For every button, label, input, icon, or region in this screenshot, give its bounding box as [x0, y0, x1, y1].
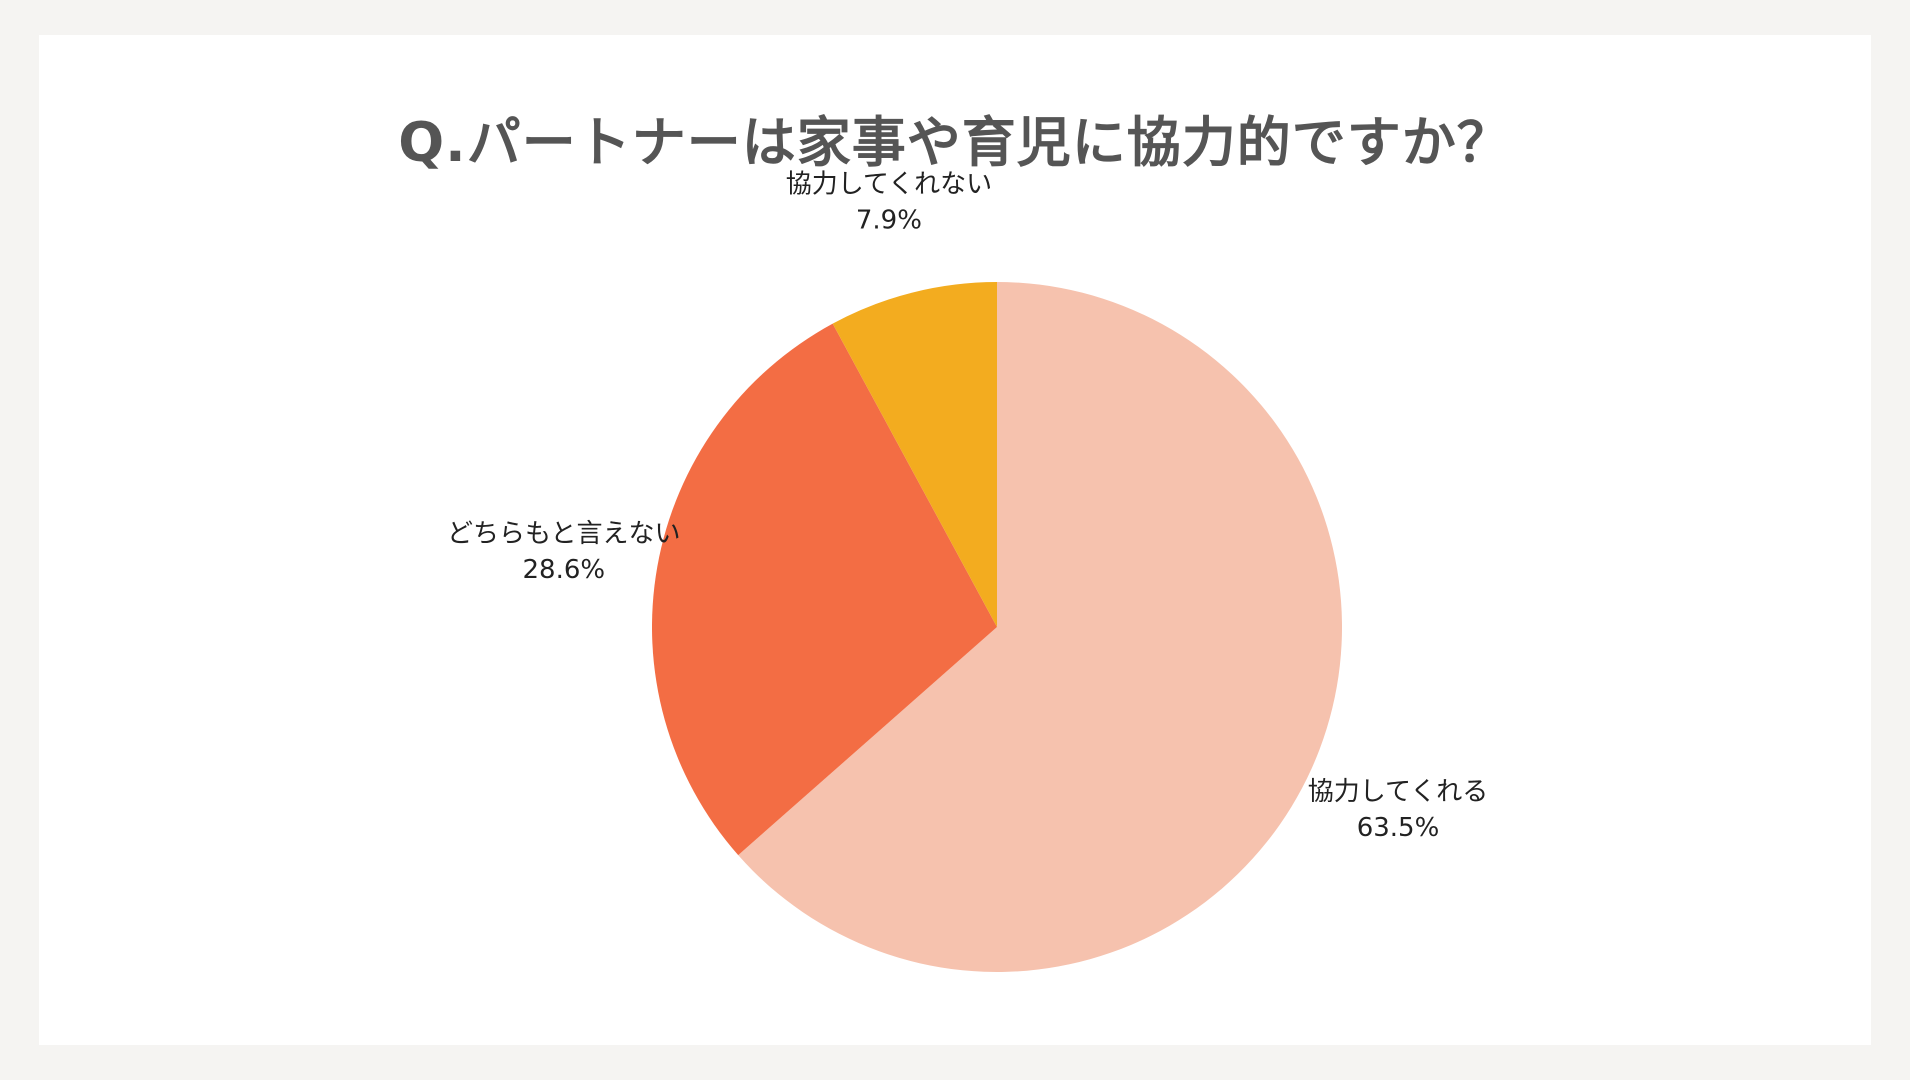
pie-labels: 協力してくれる 63.5% どちらもと言えない 28.6% 協力してくれない 7.9% [447, 169, 1488, 843]
slice-label-0: 協力してくれる [1308, 777, 1488, 807]
pie-slice-1 [652, 323, 997, 856]
slice-label-2: 協力してくれない [786, 169, 992, 199]
pie-slice-2 [832, 282, 997, 627]
pie-slice-0 [738, 282, 1342, 973]
slice-value-label-0: 63.5% [1357, 813, 1440, 843]
chart-title: Q.パートナーは家事や育児に協力的ですか？ [398, 111, 1512, 174]
slice-label-1: どちらもと言えない [447, 519, 680, 549]
slice-value-label-1: 28.6% [522, 555, 605, 585]
pie-slices [652, 282, 1342, 973]
slice-value-label-2: 7.9% [856, 205, 922, 235]
